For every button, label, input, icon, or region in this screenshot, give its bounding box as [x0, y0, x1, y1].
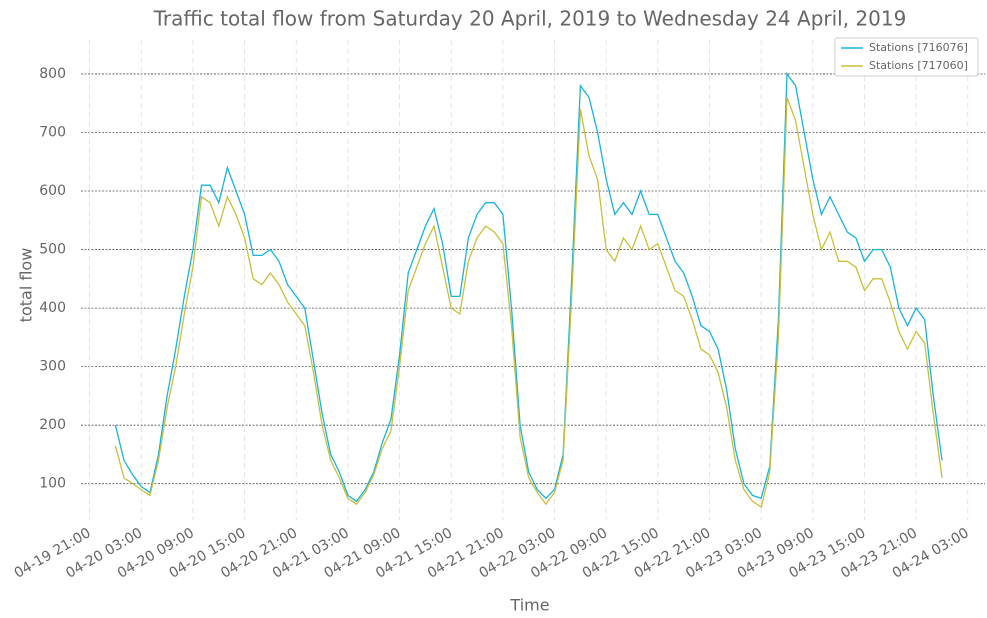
legend: Stations [716076] Stations [717060]: [834, 37, 979, 77]
chart-title: Traffic total flow from Saturday 20 Apri…: [153, 7, 907, 31]
y-tick-label: 500: [39, 242, 66, 258]
y-tick-label: 800: [39, 66, 66, 82]
y-axis-label: total flow: [17, 248, 36, 323]
legend-box: [834, 37, 979, 77]
y-tick-label: 300: [39, 359, 66, 375]
y-tick-label: 200: [39, 417, 66, 433]
legend-label: Stations [716076]: [869, 41, 968, 54]
data-line: [114, 97, 943, 509]
y-tick-label: 100: [39, 476, 66, 492]
legend-label: Stations [717060]: [869, 59, 968, 72]
x-axis-label: Time: [509, 596, 549, 615]
data-line: [114, 72, 943, 503]
y-tick-label: 700: [39, 124, 66, 140]
y-tick-label: 400: [39, 300, 66, 316]
y-tick-label: 600: [39, 183, 66, 199]
